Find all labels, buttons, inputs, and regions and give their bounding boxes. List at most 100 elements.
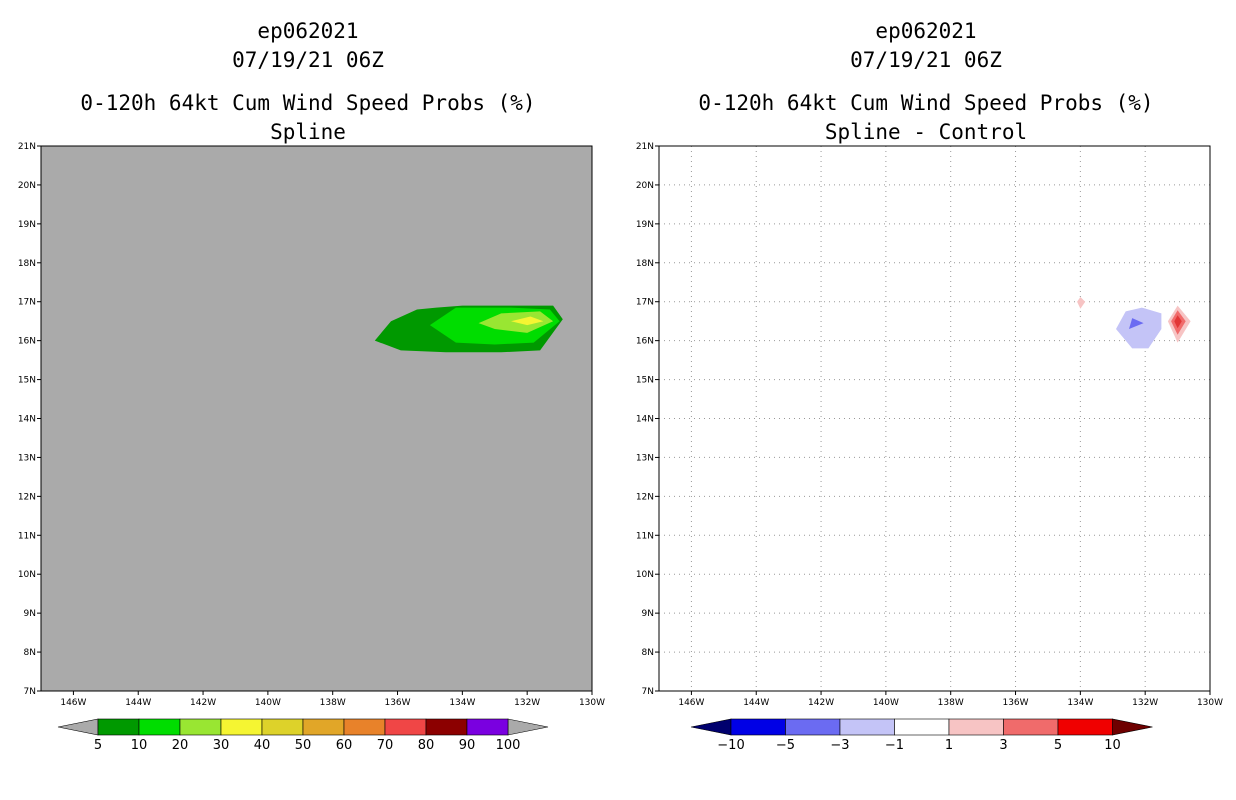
x-tick-label: 144W [743,698,769,708]
colorbar-end-high [1112,718,1153,736]
contour-region [1129,318,1144,329]
colorbar-label: 1 [945,738,953,753]
y-tick-label: 14N [636,415,654,425]
y-tick-label: 10N [18,570,36,580]
colorbar-end-high [507,718,549,736]
y-tick-label: 18N [636,259,654,269]
colorbar-label: 80 [418,738,435,753]
left-colorbar: 5 10 20 30 40 50 60 70 80 90 100 [57,718,549,753]
y-tick-label: 12N [18,492,36,502]
x-tick-label: 132W [1132,698,1158,708]
x-tick-label: 136W [384,698,410,708]
colorbar-label: 10 [131,738,148,753]
y-tick-label: 8N [24,648,36,658]
colorbar-swatch [1003,718,1059,736]
colorbar-label: 50 [295,738,312,753]
y-tick-label: 19N [636,220,654,230]
y-tick-label: 17N [636,298,654,308]
colorbar-label: 100 [496,738,521,753]
y-tick-label: 20N [636,181,654,191]
y-tick-label: 20N [18,181,36,191]
colorbar-label: 90 [459,738,476,753]
colorbar-label: 10 [1104,738,1121,753]
colorbar-swatch [730,718,786,736]
colorbar-label: 40 [254,738,271,753]
right-title-storm: ep062021 [875,19,976,43]
x-tick-label: 130W [1197,698,1223,708]
x-tick-label: 138W [938,698,964,708]
x-tick-label: 134W [449,698,475,708]
colorbar-end-low [690,718,732,736]
colorbar-label: 30 [213,738,230,753]
x-tick-label: 146W [60,698,86,708]
left-x-axis: 146W 144W 142W 140W 138W 136W 134W 132W 130W [60,691,605,708]
colorbar-swatch [179,718,222,736]
colorbar-swatch [894,718,950,736]
colorbar-swatch [343,718,386,736]
colorbar-label: −5 [776,738,795,753]
colorbar-end-low [57,718,99,736]
left-title-main: 0-120h 64kt Cum Wind Speed Probs (%) [80,91,535,115]
contour-region [1174,315,1182,329]
x-tick-label: 134W [1067,698,1093,708]
y-tick-label: 16N [18,337,36,347]
y-tick-label: 21N [636,142,654,152]
colorbar-swatch [1057,718,1113,736]
x-tick-label: 138W [320,698,346,708]
y-tick-label: 9N [24,609,36,619]
colorbar-label: −10 [717,738,744,753]
colorbar-swatch [220,718,263,736]
y-tick-label: 13N [18,453,36,463]
right-y-axis: 7N 8N 9N 10N 11N 12N 13N 14N 15N 16N 17N 18N 19N 20N 2… [636,142,659,697]
right-title-main: 0-120h 64kt Cum Wind Speed Probs (%) [698,91,1153,115]
left-y-axis: 7N 8N 9N 10N 11N 12N 13N 14N 15N 16N 17N 18N 19N 20N 2… [18,142,41,697]
y-tick-label: 13N [636,453,654,463]
left-title-storm: ep062021 [257,19,358,43]
right-gridlines [659,146,1210,691]
colorbar-label: 5 [94,738,102,753]
colorbar-label: 70 [377,738,394,753]
right-contour-regions [1077,297,1191,349]
x-tick-label: 144W [125,698,151,708]
colorbar-swatch [138,718,181,736]
left-plot-background [41,146,592,691]
colorbar-swatch [425,718,468,736]
colorbar-label: 5 [1054,738,1062,753]
colorbar-swatch [97,718,140,736]
colorbar-swatch [785,718,841,736]
y-tick-label: 19N [18,220,36,230]
y-tick-label: 7N [24,687,36,697]
y-tick-label: 15N [18,376,36,386]
y-tick-label: 11N [18,531,36,541]
y-tick-label: 17N [18,298,36,308]
left-title-time: 07/19/21 06Z [232,48,384,72]
colorbar-label: −1 [885,738,904,753]
colorbar-label: 60 [336,738,353,753]
x-tick-label: 136W [1002,698,1028,708]
y-tick-label: 14N [18,415,36,425]
x-tick-label: 146W [678,698,704,708]
colorbar-swatch [839,718,895,736]
contour-region [1116,307,1162,349]
x-tick-label: 142W [808,698,834,708]
colorbar-swatch [384,718,427,736]
right-panel: ep062021 07/19/21 06Z 0-120h 64kt Cum Wi… [636,19,1223,753]
x-tick-label: 132W [514,698,540,708]
colorbar-swatch [302,718,345,736]
x-tick-label: 140W [873,698,899,708]
colorbar-swatch [948,718,1004,736]
left-panel: ep062021 07/19/21 06Z 0-120h 64kt Cum Wi… [18,19,605,753]
right-x-axis: 146W 144W 142W 140W 138W 136W 134W 132W 130W [678,691,1223,708]
right-colorbar: −10 −5 −3 −1 1 3 5 10 [690,718,1153,753]
colorbar-label: −3 [830,738,849,753]
colorbar-swatch [261,718,304,736]
y-tick-label: 12N [636,492,654,502]
y-tick-label: 10N [636,570,654,580]
y-tick-label: 18N [18,259,36,269]
right-title-time: 07/19/21 06Z [850,48,1002,72]
x-tick-label: 130W [579,698,605,708]
y-tick-label: 8N [642,648,654,658]
y-tick-label: 7N [642,687,654,697]
colorbar-swatch [466,718,509,736]
